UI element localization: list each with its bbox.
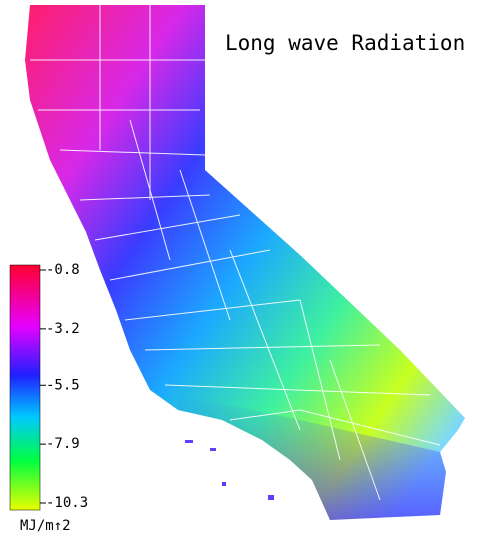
tick-label: -7.9 — [46, 436, 80, 452]
map-title: Long wave Radiation — [225, 31, 465, 55]
tick-label: -0.8 — [46, 262, 80, 278]
south-coast-shade — [178, 395, 446, 520]
tick-label: -10.3 — [46, 495, 88, 511]
california-map — [25, 5, 465, 520]
colorbar — [9, 264, 41, 511]
tick-label: -3.2 — [46, 321, 80, 337]
tick-label: -5.5 — [46, 377, 80, 393]
county-lines — [30, 5, 441, 501]
islands — [185, 440, 274, 500]
colorbar-ticks: -0.8 -3.2 -5.5 -7.9 -10.3 — [40, 262, 88, 511]
legend-unit: MJ/m↑2 — [20, 518, 71, 534]
